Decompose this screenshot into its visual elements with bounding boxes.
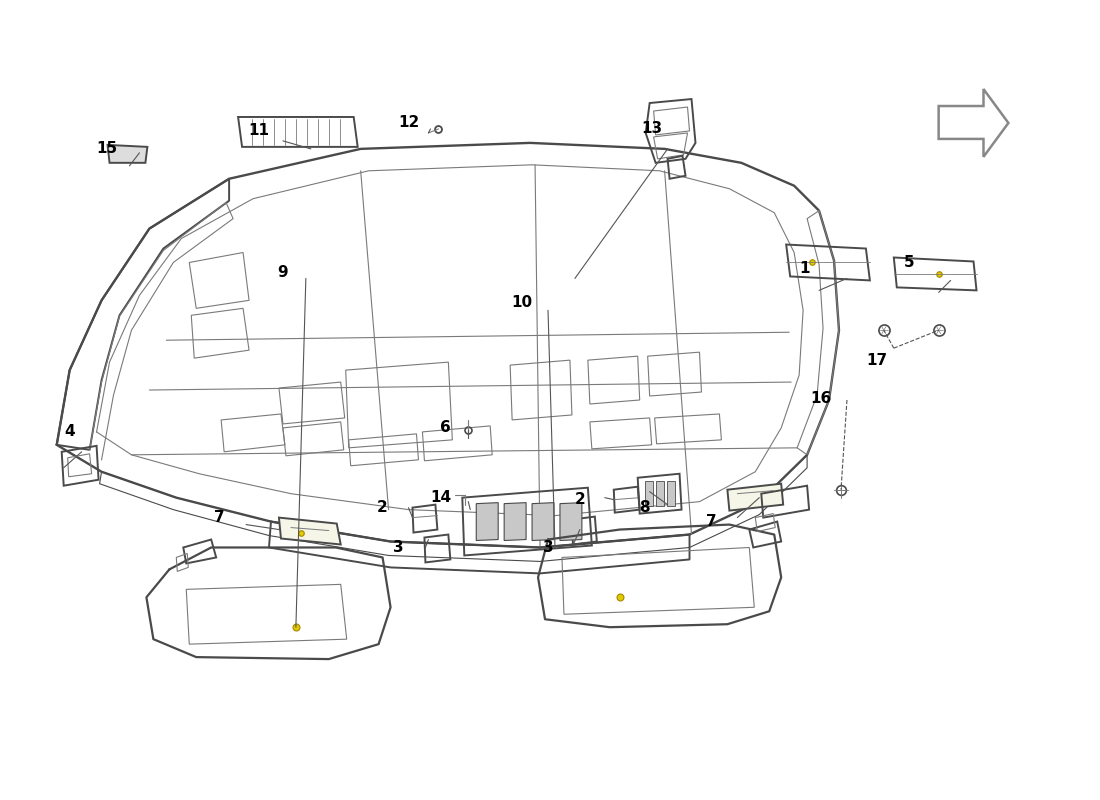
Polygon shape	[645, 481, 652, 506]
Text: 9: 9	[277, 265, 288, 280]
Text: 6: 6	[440, 421, 451, 435]
Polygon shape	[656, 481, 663, 506]
Text: 2: 2	[377, 500, 388, 515]
Polygon shape	[504, 502, 526, 541]
Text: 3: 3	[542, 540, 553, 555]
Polygon shape	[560, 502, 582, 541]
Text: 5: 5	[903, 255, 914, 270]
Text: 1: 1	[799, 261, 810, 276]
Text: 13: 13	[641, 122, 662, 137]
Text: 11: 11	[249, 123, 270, 138]
Text: 10: 10	[512, 295, 532, 310]
Polygon shape	[532, 502, 554, 541]
Text: 16: 16	[811, 390, 832, 406]
Polygon shape	[476, 502, 498, 541]
Polygon shape	[667, 481, 674, 506]
Text: 4: 4	[65, 424, 75, 439]
Polygon shape	[279, 518, 341, 545]
Text: 17: 17	[867, 353, 888, 368]
Text: 7: 7	[706, 514, 717, 529]
Polygon shape	[108, 145, 147, 163]
Text: 3: 3	[393, 540, 404, 555]
Text: 8: 8	[639, 500, 650, 515]
Text: 7: 7	[213, 510, 224, 525]
Text: 14: 14	[430, 490, 451, 505]
Text: 15: 15	[96, 142, 117, 156]
Text: 12: 12	[398, 115, 419, 130]
Polygon shape	[727, 484, 783, 510]
Text: 2: 2	[574, 492, 585, 507]
